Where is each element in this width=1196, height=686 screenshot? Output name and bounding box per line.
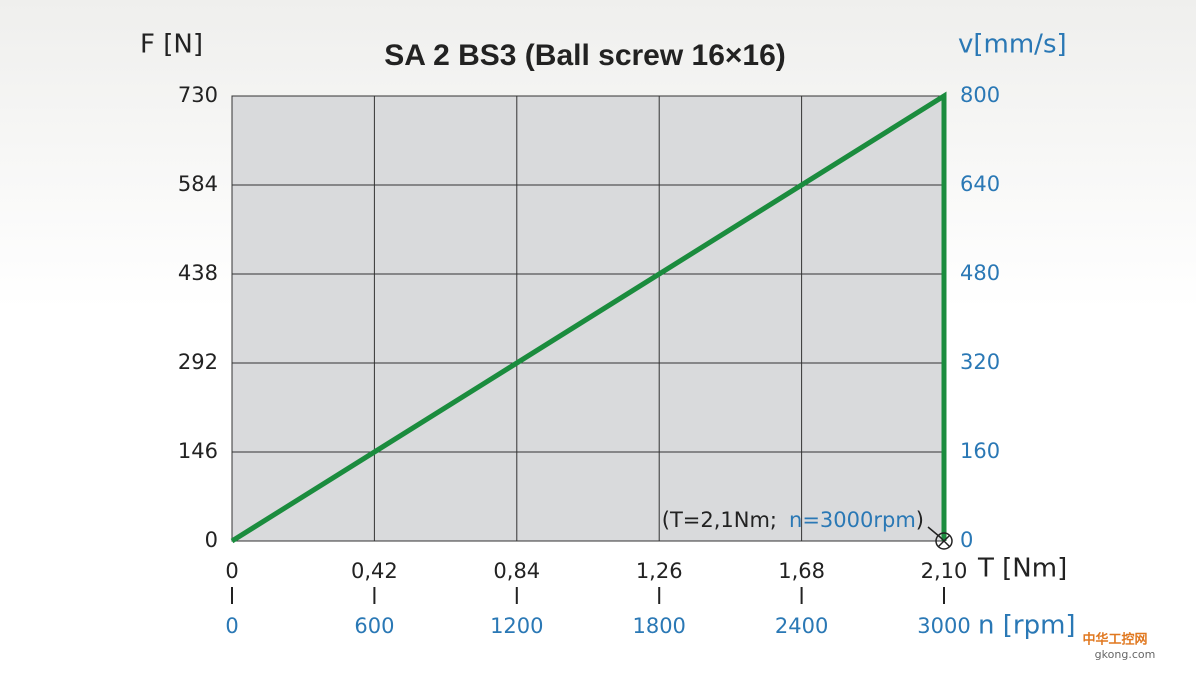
chart-title: SA 2 BS3 (Ball screw 16×16) — [384, 39, 786, 72]
annotation-part: (T=2,1Nm; — [662, 508, 777, 532]
x2-tick-label: 3000 — [917, 614, 970, 638]
y-axis-label: F [N] — [140, 30, 203, 60]
y2-tick-label: 640 — [960, 172, 1000, 196]
x-axis-label: T [Nm] — [977, 554, 1067, 584]
y-tick-label: 730 — [178, 83, 218, 107]
y-tick-label: 438 — [178, 261, 218, 285]
annotation-part: ) — [916, 508, 924, 532]
y-tick-label: 146 — [178, 439, 218, 463]
x2-tick-label: 0 — [225, 614, 238, 638]
x-tick-label: 0,84 — [493, 559, 540, 583]
x2-tick-label: 600 — [354, 614, 394, 638]
y2-axis-label: v[mm/s] — [958, 30, 1067, 60]
y2-tick-label: 480 — [960, 261, 1000, 285]
line — [230, 91, 947, 544]
x2-axis-label: n [rpm] — [978, 611, 1076, 641]
watermark: gkong.com — [1095, 648, 1156, 661]
x2-tick-label: 2400 — [775, 614, 828, 638]
y2-tick-label: 800 — [960, 83, 1000, 107]
annotation-leader — [927, 526, 941, 538]
x-tick-label: 0,42 — [351, 559, 398, 583]
y2-tick-label: 320 — [960, 350, 1000, 374]
x2-tick-label: 1200 — [490, 614, 543, 638]
annotation-part: n=3000rpm — [789, 508, 916, 532]
watermark: 中华工控网 — [1082, 632, 1147, 648]
y2-tick-label: 160 — [960, 439, 1000, 463]
x-tick-label: 1,26 — [636, 559, 683, 583]
x-tick-label: 2,10 — [921, 559, 968, 583]
point-marker — [935, 532, 953, 550]
y-tick-label: 0 — [205, 528, 218, 552]
y-tick-label: 292 — [178, 350, 218, 374]
x-tick-label: 0 — [225, 559, 238, 583]
x2-tick-label: 1800 — [632, 614, 685, 638]
annotation: (T=2,1Nm; n=3000rpm) — [662, 508, 924, 532]
x-tick-label: 1,68 — [778, 559, 825, 583]
y-tick-label: 584 — [178, 172, 218, 196]
y2-tick-label: 0 — [960, 528, 973, 552]
